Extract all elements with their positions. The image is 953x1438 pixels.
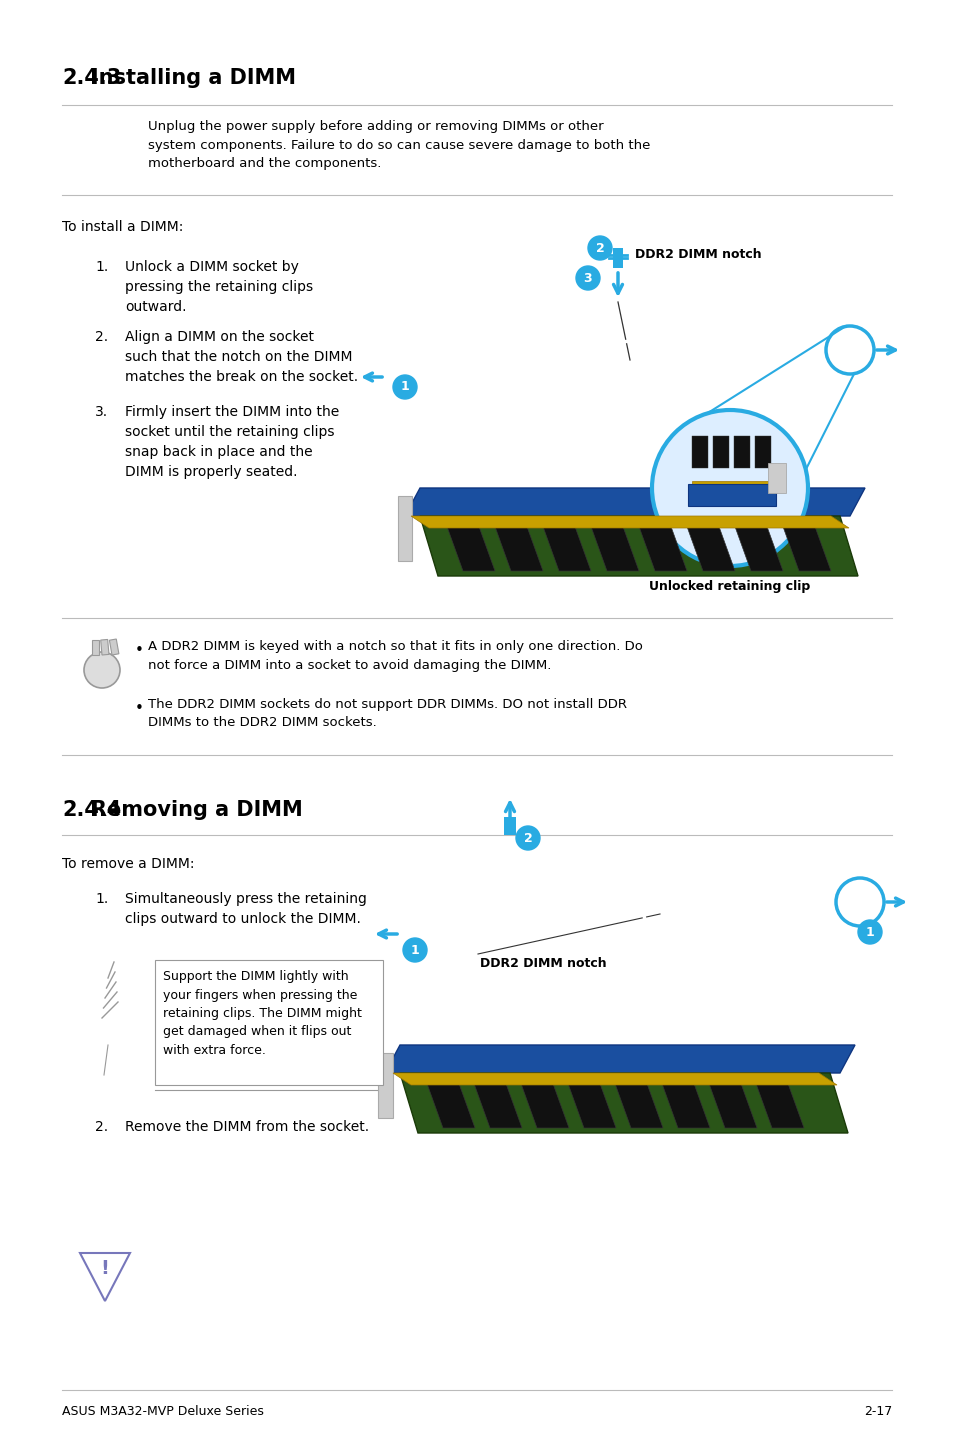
Text: Unlock a DIMM socket by
pressing the retaining clips
outward.: Unlock a DIMM socket by pressing the ret… <box>125 260 313 313</box>
Text: Support the DIMM lightly with
your fingers when pressing the
retaining clips. Th: Support the DIMM lightly with your finge… <box>163 971 361 1057</box>
Text: 3.: 3. <box>95 406 108 418</box>
Text: Unplug the power supply before adding or removing DIMMs or other
system componen: Unplug the power supply before adding or… <box>148 119 650 170</box>
Text: To remove a DIMM:: To remove a DIMM: <box>62 857 194 871</box>
Text: A DDR2 DIMM is keyed with a notch so that it fits in only one direction. Do
not : A DDR2 DIMM is keyed with a notch so tha… <box>148 640 642 672</box>
Circle shape <box>587 236 612 260</box>
Text: Removing a DIMM: Removing a DIMM <box>62 800 302 820</box>
Polygon shape <box>613 1078 662 1127</box>
Bar <box>712 436 728 467</box>
Bar <box>767 463 785 493</box>
Text: 2.: 2. <box>95 1120 108 1135</box>
Text: Firmly insert the DIMM into the
socket until the retaining clips
snap back in pl: Firmly insert the DIMM into the socket u… <box>125 406 339 479</box>
Polygon shape <box>753 1078 803 1127</box>
Polygon shape <box>444 521 495 571</box>
Bar <box>91 640 99 654</box>
Polygon shape <box>493 521 542 571</box>
Polygon shape <box>781 521 830 571</box>
Text: 2-17: 2-17 <box>862 1405 891 1418</box>
Polygon shape <box>385 1045 854 1073</box>
Text: •: • <box>135 700 144 716</box>
Polygon shape <box>637 521 686 571</box>
Polygon shape <box>472 1078 521 1127</box>
Text: 2.4.4: 2.4.4 <box>62 800 121 820</box>
Polygon shape <box>411 516 848 528</box>
Polygon shape <box>706 1078 757 1127</box>
Text: 1.: 1. <box>95 260 108 275</box>
Bar <box>110 638 119 654</box>
Text: DDR2 DIMM notch: DDR2 DIMM notch <box>635 247 760 262</box>
Text: ASUS M3A32-MVP Deluxe Series: ASUS M3A32-MVP Deluxe Series <box>62 1405 264 1418</box>
Text: Remove the DIMM from the socket.: Remove the DIMM from the socket. <box>125 1120 369 1135</box>
Polygon shape <box>588 521 639 571</box>
Text: !: ! <box>100 1260 110 1278</box>
Text: DDR2 DIMM notch: DDR2 DIMM notch <box>479 958 606 971</box>
Polygon shape <box>540 521 590 571</box>
Bar <box>687 485 775 506</box>
Circle shape <box>857 920 882 943</box>
Circle shape <box>516 825 539 850</box>
Text: 2.4.3: 2.4.3 <box>62 68 121 88</box>
Text: 2.: 2. <box>95 329 108 344</box>
Circle shape <box>651 410 807 567</box>
Text: Installing a DIMM: Installing a DIMM <box>62 68 295 88</box>
Polygon shape <box>405 487 864 516</box>
Text: The DDR2 DIMM sockets do not support DDR DIMMs. DO not install DDR
DIMMs to the : The DDR2 DIMM sockets do not support DDR… <box>148 697 626 729</box>
Polygon shape <box>518 1078 568 1127</box>
Bar <box>613 247 622 267</box>
Bar <box>691 480 771 493</box>
Bar <box>733 436 749 467</box>
Polygon shape <box>393 1073 836 1086</box>
Text: 1.: 1. <box>95 892 108 906</box>
Text: Align a DIMM on the socket
such that the notch on the DIMM
matches the break on : Align a DIMM on the socket such that the… <box>125 329 357 384</box>
Bar <box>101 640 109 654</box>
Polygon shape <box>659 1078 709 1127</box>
Text: •: • <box>135 643 144 659</box>
Text: Unlocked retaining clip: Unlocked retaining clip <box>649 580 810 592</box>
Bar <box>754 436 770 467</box>
Text: 1: 1 <box>400 381 409 394</box>
Text: 2: 2 <box>595 242 604 255</box>
Polygon shape <box>565 1078 616 1127</box>
FancyBboxPatch shape <box>154 961 382 1086</box>
Circle shape <box>393 375 416 398</box>
Text: Simultaneously press the retaining
clips outward to unlock the DIMM.: Simultaneously press the retaining clips… <box>125 892 367 926</box>
Bar <box>691 436 707 467</box>
Polygon shape <box>732 521 782 571</box>
Polygon shape <box>424 1078 475 1127</box>
Polygon shape <box>419 516 857 577</box>
Circle shape <box>84 651 120 687</box>
Circle shape <box>402 938 427 962</box>
Polygon shape <box>397 496 412 561</box>
Bar <box>503 817 516 835</box>
Text: 1: 1 <box>864 926 874 939</box>
Polygon shape <box>684 521 734 571</box>
Text: 3: 3 <box>583 272 592 285</box>
Polygon shape <box>399 1073 847 1133</box>
Polygon shape <box>377 1053 393 1117</box>
Circle shape <box>576 266 599 290</box>
Text: To install a DIMM:: To install a DIMM: <box>62 220 183 234</box>
Text: 2: 2 <box>523 831 532 844</box>
Text: 1: 1 <box>410 943 419 956</box>
